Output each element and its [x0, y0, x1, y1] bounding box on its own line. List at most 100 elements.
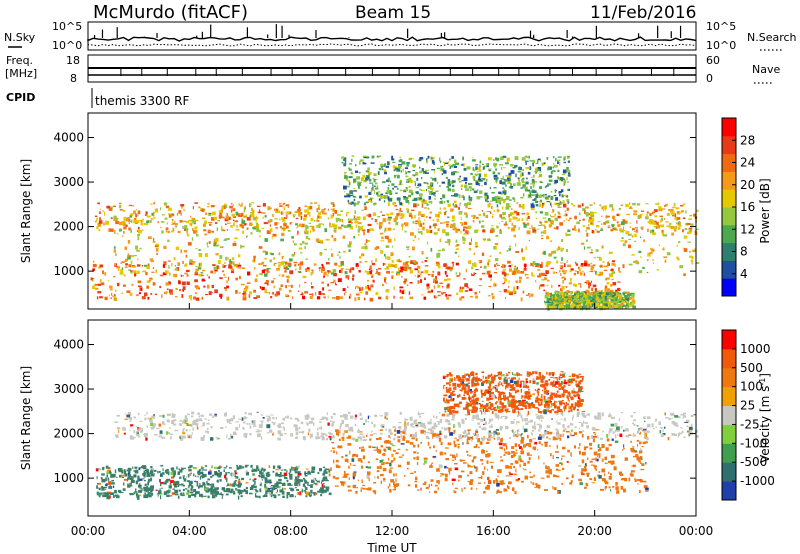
power-cell — [462, 242, 466, 244]
power-cell — [620, 240, 624, 242]
velocity-cell — [199, 485, 204, 488]
velocity-cell — [239, 465, 242, 469]
power-cell — [399, 207, 402, 212]
velocity-cell — [335, 460, 337, 463]
power-cell — [561, 257, 563, 261]
power-cell — [156, 252, 158, 255]
power-cell — [233, 216, 236, 218]
power-cell — [216, 244, 220, 247]
power-cell — [501, 266, 503, 268]
power-cell — [429, 191, 431, 195]
power-cell — [453, 200, 457, 204]
velocity-cell — [225, 488, 229, 492]
velocity-cell — [447, 442, 452, 446]
power-cell — [619, 303, 624, 306]
power-cell — [317, 215, 320, 219]
velocity-cell — [638, 456, 642, 460]
velocity-cell — [124, 473, 128, 477]
velocity-cell — [198, 493, 203, 497]
velocity-cell — [593, 432, 596, 434]
velocity-cell — [263, 468, 266, 471]
power-cell — [446, 296, 449, 300]
power-cell — [430, 187, 434, 191]
power-cell — [431, 273, 434, 278]
velocity-cell — [348, 465, 350, 469]
power-cell — [569, 277, 572, 282]
power-cell — [467, 202, 471, 205]
power-cell — [554, 217, 558, 221]
power-cell — [383, 163, 386, 166]
power-cell — [512, 183, 516, 186]
velocity-cell — [538, 455, 540, 460]
power-cell — [195, 268, 199, 272]
power-cell — [393, 295, 395, 299]
velocity-cell — [523, 444, 526, 448]
power-cell — [376, 222, 379, 225]
velocity-cell — [605, 447, 609, 451]
power-cell — [612, 292, 616, 296]
power-cell — [585, 230, 587, 232]
power-cell — [331, 297, 336, 299]
power-cell — [275, 227, 279, 229]
velocity-cell — [608, 471, 610, 474]
power-cell — [106, 205, 111, 209]
power-cell — [352, 193, 354, 197]
power-cell — [480, 185, 483, 187]
power-cell — [285, 204, 290, 206]
velocity-cell — [383, 455, 386, 457]
power-cell — [469, 296, 473, 298]
power-cell — [612, 219, 617, 221]
velocity-cell — [203, 473, 207, 478]
power-cell — [238, 254, 241, 258]
velocity-cell — [138, 478, 143, 481]
velocity-cell — [604, 485, 608, 489]
velocity-cell — [212, 488, 216, 492]
power-cell — [313, 263, 317, 266]
power-cell — [232, 261, 235, 265]
power-cell — [550, 214, 552, 217]
power-cell — [295, 217, 299, 220]
velocity-cell — [220, 493, 223, 495]
power-cell — [653, 225, 658, 228]
power-cell — [324, 208, 326, 211]
power-cell — [253, 258, 256, 262]
power-cell — [390, 264, 394, 267]
power-cell — [398, 215, 402, 217]
power-cell — [558, 213, 561, 215]
velocity-cell — [487, 468, 489, 471]
power-cell — [629, 207, 633, 209]
power-cell — [535, 200, 539, 203]
velocity-cell — [276, 484, 279, 488]
power-cell — [284, 270, 287, 273]
power-cell — [371, 274, 374, 276]
power-cell — [211, 230, 215, 233]
power-cell — [138, 229, 142, 234]
velocity-cell — [230, 488, 234, 491]
power-cell — [601, 245, 604, 249]
power-cell — [628, 244, 631, 249]
power-cell — [183, 250, 188, 253]
power-cell — [538, 158, 541, 160]
velocity-cell — [316, 493, 318, 495]
velocity-cell — [305, 487, 308, 490]
power-cell — [421, 294, 424, 296]
velocity-cell — [347, 443, 352, 446]
power-cell — [347, 176, 349, 179]
power-cell — [592, 299, 597, 304]
power-cell — [487, 265, 489, 267]
power-cell — [333, 224, 338, 228]
velocity-cell — [515, 479, 519, 482]
power-cell — [546, 235, 549, 240]
power-cell — [371, 262, 376, 266]
power-cell — [456, 292, 459, 296]
power-cell — [590, 268, 594, 271]
power-cell — [331, 235, 333, 238]
velocity-cell — [157, 494, 159, 497]
velocity-cell — [596, 458, 599, 462]
power-cell — [331, 223, 335, 227]
velocity-cell — [294, 495, 296, 498]
power-cell — [635, 260, 638, 264]
velocity-cell — [259, 488, 262, 493]
velocity-cell — [173, 473, 176, 478]
power-cell — [472, 167, 475, 171]
